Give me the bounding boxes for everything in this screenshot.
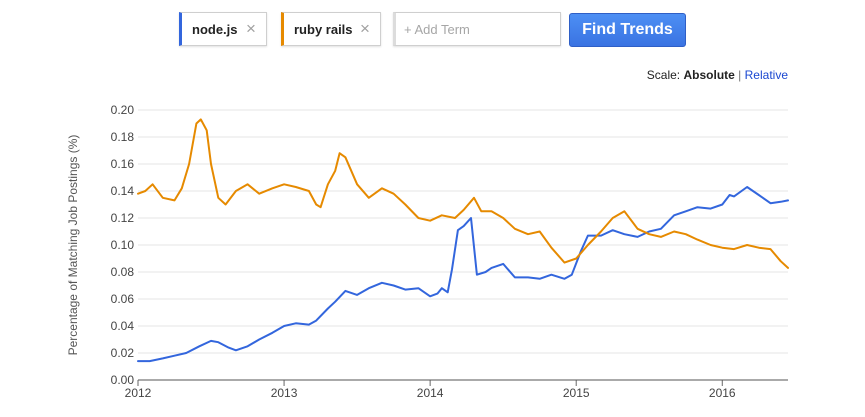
scale-absolute-option[interactable]: Absolute bbox=[683, 68, 735, 82]
x-tick-label: 2012 bbox=[125, 386, 152, 400]
scale-toggle: Scale: Absolute | Relative bbox=[647, 68, 788, 82]
scale-relative-link[interactable]: Relative bbox=[744, 68, 788, 82]
y-tick-label: 0.02 bbox=[111, 346, 135, 360]
remove-term-ruby-rails-close-icon[interactable]: × bbox=[360, 19, 370, 38]
chart-grid bbox=[138, 109, 788, 354]
y-tick-label: 0.08 bbox=[111, 265, 135, 279]
scale-separator: | bbox=[738, 68, 742, 82]
find-trends-button[interactable]: Find Trends bbox=[569, 13, 686, 47]
x-tick-label: 2016 bbox=[709, 386, 736, 400]
y-tick-label: 0.20 bbox=[111, 103, 135, 117]
y-tick-labels: 0.00 0.02 0.04 0.06 0.08 0.10 0.12 0.14 0.16 0.18… bbox=[111, 103, 135, 387]
term-label-ruby-rails: ruby rails bbox=[294, 22, 353, 37]
y-axis-label: Percentage of Matching Job Postings (%) bbox=[66, 135, 80, 356]
x-tick-labels: 2012 2013 2014 2015 2016 bbox=[125, 386, 736, 400]
add-term-input[interactable] bbox=[393, 12, 561, 46]
y-tick-label: 0.04 bbox=[111, 319, 135, 333]
y-tick-label: 0.18 bbox=[111, 130, 135, 144]
y-tick-label: 0.00 bbox=[111, 373, 135, 387]
series-lines bbox=[137, 118, 789, 363]
series-line-ruby-rails bbox=[137, 118, 789, 269]
term-chip-ruby-rails[interactable]: ruby rails × bbox=[281, 12, 381, 46]
y-tick-label: 0.10 bbox=[111, 238, 135, 252]
term-label-nodejs: node.js bbox=[192, 22, 238, 37]
y-tick-label: 0.06 bbox=[111, 292, 135, 306]
x-tick-marks bbox=[137, 380, 723, 386]
x-tick-label: 2013 bbox=[271, 386, 298, 400]
series-line-node-js bbox=[137, 186, 789, 363]
y-tick-label: 0.12 bbox=[111, 211, 135, 225]
y-tick-label: 0.14 bbox=[111, 184, 135, 198]
remove-term-nodejs-close-icon[interactable]: × bbox=[246, 19, 256, 38]
term-chip-nodejs[interactable]: node.js × bbox=[179, 12, 267, 46]
x-tick-label: 2014 bbox=[417, 386, 444, 400]
y-tick-label: 0.16 bbox=[111, 157, 135, 171]
scale-label: Scale: bbox=[646, 68, 681, 82]
x-tick-label: 2015 bbox=[563, 386, 590, 400]
